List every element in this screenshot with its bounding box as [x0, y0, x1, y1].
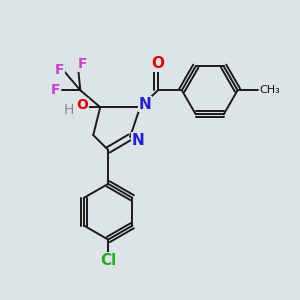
- Text: F: F: [51, 83, 60, 97]
- Text: O: O: [152, 56, 164, 71]
- Text: F: F: [78, 57, 87, 71]
- Text: N: N: [139, 97, 152, 112]
- Text: O: O: [76, 98, 88, 112]
- Text: N: N: [132, 133, 144, 148]
- Text: CH₃: CH₃: [259, 85, 280, 95]
- Text: H: H: [63, 103, 74, 117]
- Text: Cl: Cl: [100, 253, 116, 268]
- Text: F: F: [55, 63, 64, 77]
